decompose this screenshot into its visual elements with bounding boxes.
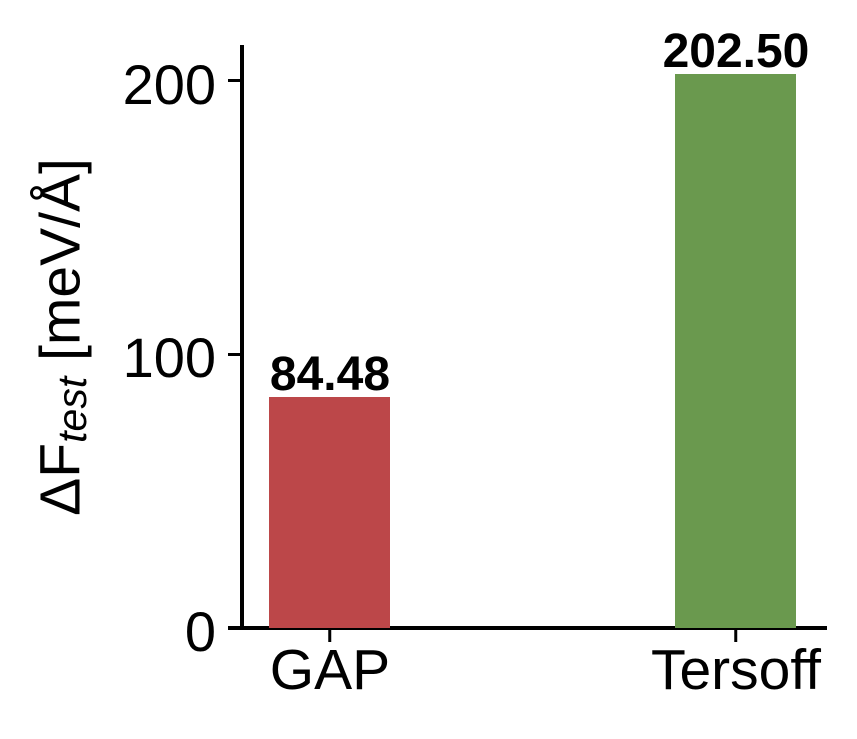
- bar-tersoff: [675, 73, 797, 628]
- y-axis-label-subscript: test: [49, 376, 96, 443]
- y-tick-label: 100: [122, 326, 216, 390]
- x-tick-mark: [328, 629, 332, 642]
- x-tick-mark: [734, 629, 738, 642]
- y-axis-label-prefix: ΔF: [28, 442, 93, 516]
- bar-gap: [269, 396, 391, 628]
- y-tick-mark: [228, 78, 241, 83]
- y-tick-label: 200: [122, 52, 216, 116]
- y-tick-label: 0: [184, 600, 216, 663]
- y-axis-spine: [240, 45, 244, 630]
- y-tick-mark: [228, 626, 241, 630]
- plot-area: 0 100 200 84.48 GAP 202.50 Tersoff: [123, 28, 827, 699]
- x-tick-label-gap: GAP: [269, 638, 391, 702]
- y-axis-label-unit: [meV/Å]: [28, 158, 93, 377]
- y-axis-label: ΔFtest [meV/Å]: [29, 158, 96, 516]
- bar-value-label: 202.50: [662, 25, 810, 79]
- y-tick-mark: [228, 352, 241, 357]
- x-axis-spine: [240, 626, 827, 630]
- x-tick-label-tersoff: Tersoff: [650, 638, 821, 702]
- bar-value-label: 84.48: [269, 348, 391, 402]
